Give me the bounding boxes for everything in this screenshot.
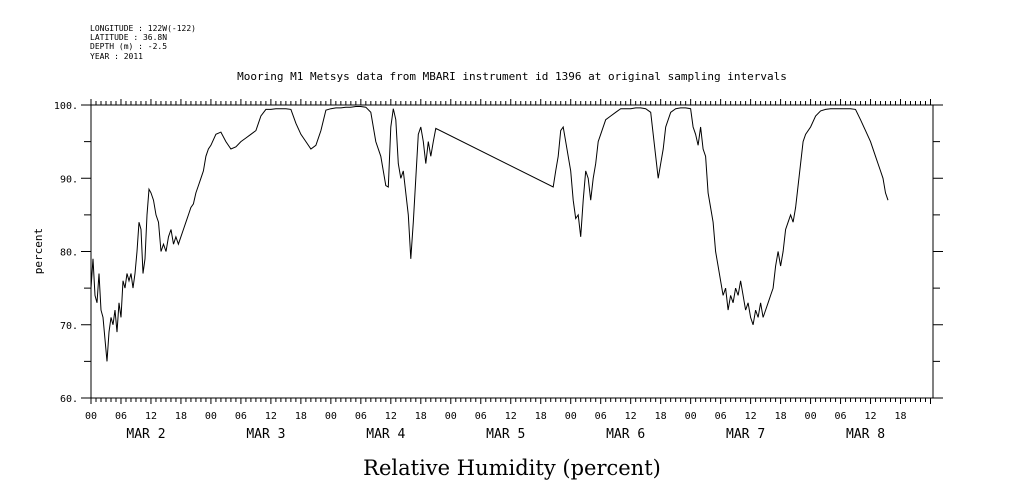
day-label: MAR 5 <box>486 427 525 442</box>
x-tick-label: 00 <box>685 411 697 422</box>
meta-year: YEAR : 2011 <box>90 52 143 61</box>
x-tick-label: 18 <box>415 411 427 422</box>
x-tick-label: 06 <box>115 411 127 422</box>
y-tick-labels: 60. 70. 80. 90. 100. <box>54 101 78 405</box>
day-label: MAR 7 <box>726 427 765 442</box>
x-tick-label: 18 <box>655 411 667 422</box>
x-tick-label: 00 <box>805 411 817 422</box>
x-tick-label: 06 <box>475 411 487 422</box>
axis-ticks <box>81 99 943 404</box>
x-tick-label: 00 <box>205 411 217 422</box>
chart-title: Mooring M1 Metsys data from MBARI instru… <box>237 70 787 83</box>
x-tick-label: 12 <box>385 411 397 422</box>
x-tick-label: 06 <box>355 411 367 422</box>
x-tick-label: 18 <box>295 411 307 422</box>
x-tick-label: 18 <box>775 411 787 422</box>
day-labels: MAR 2 MAR 3 MAR 4 MAR 5 MAR 6 MAR 7 MAR 8 <box>126 427 885 442</box>
day-label: MAR 3 <box>246 427 285 442</box>
day-label: MAR 6 <box>606 427 645 442</box>
x-tick-label: 06 <box>235 411 247 422</box>
series-line <box>90 106 889 362</box>
x-tick-label: 00 <box>325 411 337 422</box>
x-tick-label: 00 <box>445 411 457 422</box>
meta-depth: DEPTH (m) : -2.5 <box>90 42 167 51</box>
y-tick-label: 80. <box>60 248 78 259</box>
x-tick-labels: 00 06 12 18 00 06 12 18 00 06 12 18 00 06 12 18 00 06 12 18… <box>85 411 907 422</box>
x-tick-label: 12 <box>865 411 877 422</box>
x-tick-label: 12 <box>265 411 277 422</box>
y-tick-label: 100. <box>54 101 78 112</box>
x-tick-label: 12 <box>145 411 157 422</box>
x-tick-label: 06 <box>595 411 607 422</box>
x-tick-label: 18 <box>175 411 187 422</box>
x-tick-label: 12 <box>745 411 757 422</box>
day-label: MAR 8 <box>846 427 885 442</box>
plot-frame <box>90 104 934 399</box>
x-tick-label: 06 <box>715 411 727 422</box>
plot-area <box>90 104 934 399</box>
x-axis-label: Relative Humidity (percent) <box>363 456 661 480</box>
x-tick-label: 00 <box>565 411 577 422</box>
x-tick-label: 00 <box>85 411 97 422</box>
meta-latitude: LATITUDE : 36.8N <box>90 33 167 42</box>
y-tick-label: 60. <box>60 394 78 405</box>
day-label: MAR 2 <box>126 427 165 442</box>
day-label: MAR 4 <box>366 427 405 442</box>
x-tick-label: 12 <box>625 411 637 422</box>
x-tick-label: 06 <box>835 411 847 422</box>
y-axis-label: percent <box>32 228 45 274</box>
meta-longitude: LONGITUDE : 122W(-122) <box>90 24 196 33</box>
y-tick-label: 70. <box>60 321 78 332</box>
x-tick-label: 18 <box>894 411 906 422</box>
x-tick-label: 12 <box>505 411 517 422</box>
x-tick-label: 18 <box>535 411 547 422</box>
y-tick-label: 90. <box>60 174 78 185</box>
